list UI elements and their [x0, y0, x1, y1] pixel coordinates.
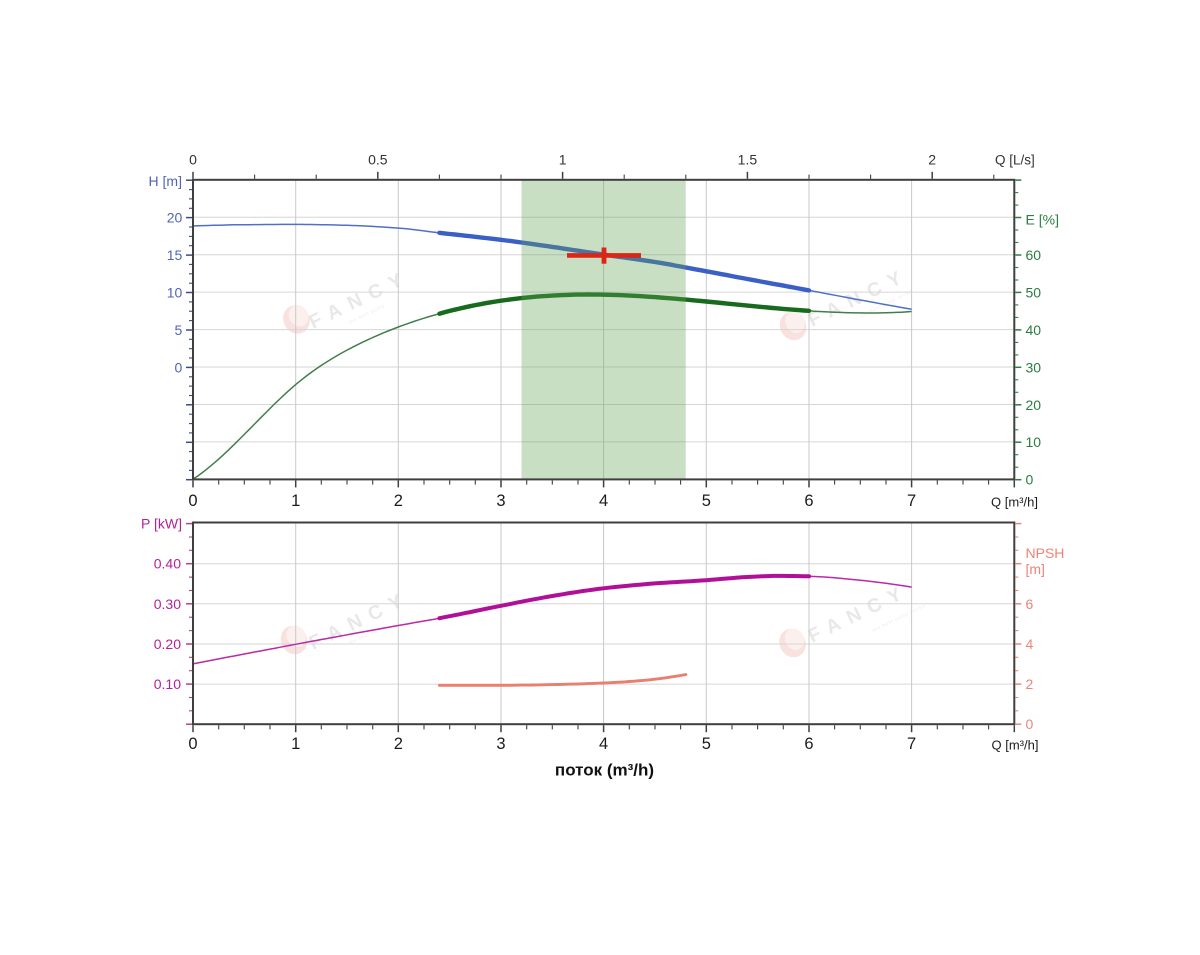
svg-text:20: 20: [167, 210, 183, 226]
svg-text:2: 2: [928, 151, 936, 167]
svg-text:1: 1: [291, 492, 300, 510]
svg-text:2: 2: [394, 735, 403, 753]
svg-text:6: 6: [804, 492, 813, 510]
svg-text:P [kW]: P [kW]: [141, 515, 182, 531]
svg-text:0: 0: [1026, 472, 1034, 488]
svg-text:7: 7: [907, 735, 916, 753]
svg-text:0.30: 0.30: [154, 596, 181, 612]
svg-text:[m]: [m]: [1026, 561, 1045, 577]
svg-text:50: 50: [1026, 284, 1042, 300]
svg-text:0.40: 0.40: [154, 556, 181, 572]
svg-text:0: 0: [188, 735, 197, 753]
svg-text:1: 1: [559, 151, 567, 167]
svg-text:30: 30: [1026, 359, 1042, 375]
svg-text:10: 10: [167, 285, 183, 301]
svg-text:0.20: 0.20: [154, 636, 181, 652]
svg-text:0: 0: [189, 151, 197, 167]
svg-text:10: 10: [1026, 434, 1042, 450]
svg-text:Q [L/s]: Q [L/s]: [995, 152, 1035, 167]
svg-text:5: 5: [175, 322, 183, 338]
svg-text:4: 4: [1026, 636, 1034, 652]
svg-text:20: 20: [1026, 397, 1042, 413]
svg-text:2: 2: [1026, 676, 1034, 692]
svg-text:5: 5: [702, 492, 711, 510]
svg-text:E [%]: E [%]: [1026, 212, 1059, 228]
svg-text:6: 6: [804, 735, 813, 753]
svg-text:0: 0: [175, 359, 183, 375]
svg-text:Q [m³/h]: Q [m³/h]: [991, 495, 1038, 510]
svg-text:NPSH: NPSH: [1026, 545, 1065, 561]
svg-text:40: 40: [1026, 322, 1042, 338]
svg-text:6: 6: [1026, 596, 1034, 612]
svg-text:3: 3: [496, 735, 505, 753]
svg-text:3: 3: [496, 492, 505, 510]
svg-text:4: 4: [599, 492, 608, 510]
svg-text:1.5: 1.5: [738, 151, 758, 167]
svg-text:1: 1: [291, 735, 300, 753]
svg-text:4: 4: [599, 735, 608, 753]
svg-text:15: 15: [167, 247, 183, 263]
svg-text:0.5: 0.5: [368, 151, 388, 167]
svg-text:0.10: 0.10: [154, 676, 181, 692]
svg-text:0: 0: [188, 492, 197, 510]
svg-text:5: 5: [702, 735, 711, 753]
svg-text:0: 0: [1026, 716, 1034, 732]
svg-text:поток (m³/h): поток (m³/h): [555, 761, 654, 780]
svg-text:Q [m³/h]: Q [m³/h]: [992, 737, 1039, 752]
svg-text:7: 7: [907, 492, 916, 510]
svg-text:60: 60: [1026, 247, 1042, 263]
svg-text:H [m]: H [m]: [149, 173, 182, 189]
svg-text:2: 2: [394, 492, 403, 510]
